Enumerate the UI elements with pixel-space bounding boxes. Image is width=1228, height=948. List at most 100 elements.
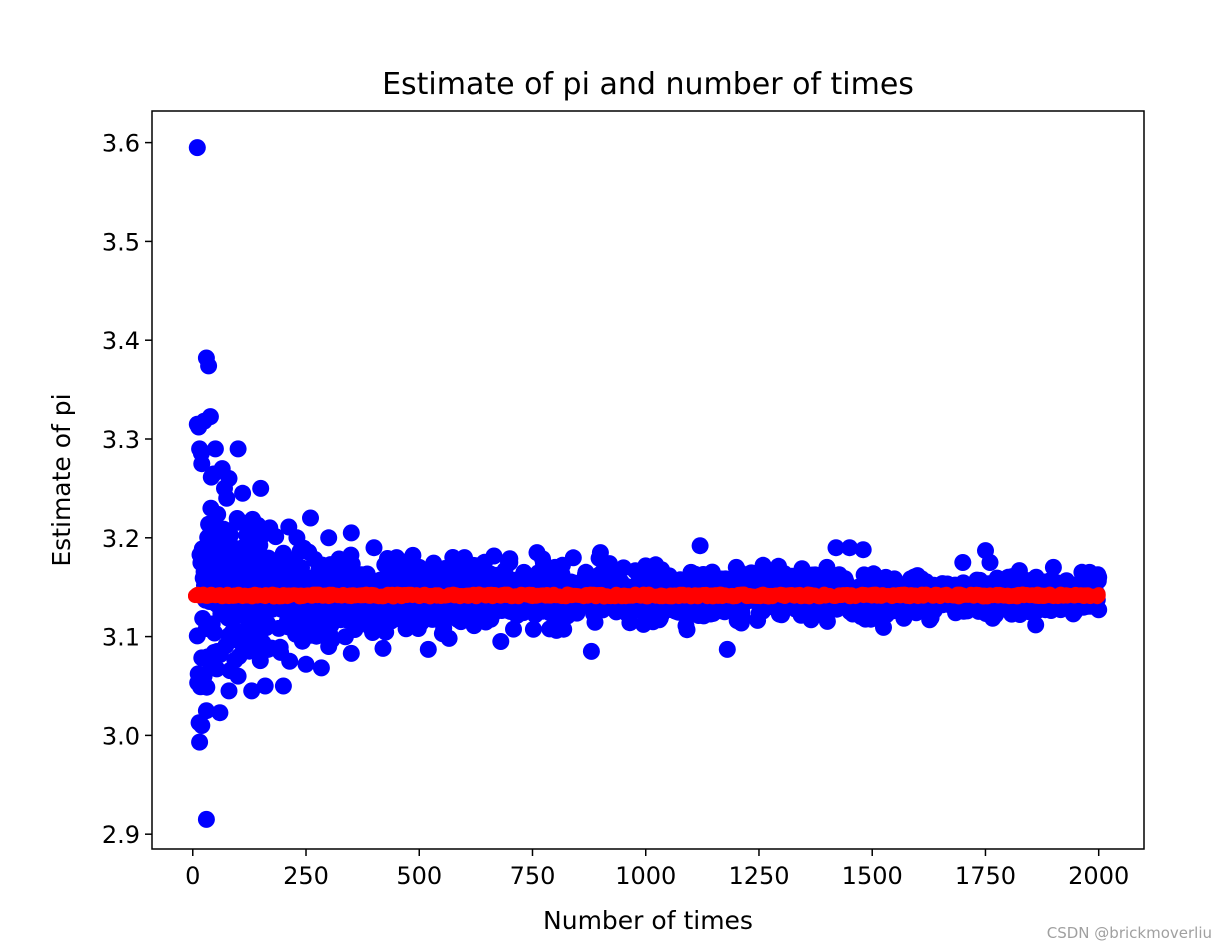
x-tick-label: 2000 (1068, 862, 1129, 890)
blue-point (252, 479, 270, 497)
blue-point (206, 624, 223, 642)
blue-point (909, 568, 926, 586)
red-point (480, 589, 495, 604)
blue-point (365, 539, 383, 557)
y-axis-ticks: 2.9 3.0 3.1 3.2 3.3 3.4 3.5 3.6 (102, 130, 152, 849)
blue-point (374, 639, 392, 657)
red-point (865, 589, 880, 604)
red-point (661, 589, 676, 604)
blue-point (225, 539, 242, 557)
red-point (502, 588, 517, 603)
blue-point (727, 558, 745, 576)
blue-point (505, 620, 522, 638)
red-point (525, 590, 540, 605)
blue-point (586, 613, 604, 631)
red-point (797, 588, 812, 603)
blue-point (564, 549, 582, 567)
blue-point (954, 554, 972, 571)
red-point (367, 589, 381, 604)
x-tick-label: 1250 (728, 862, 789, 890)
blue-point (1044, 558, 1062, 576)
blue-point (524, 620, 542, 638)
blue-point (211, 704, 229, 722)
blue-point (682, 563, 700, 581)
blue-point (718, 640, 736, 658)
red-series (188, 586, 1106, 605)
blue-point (591, 544, 609, 562)
blue-point (197, 810, 215, 828)
blue-point (195, 667, 213, 685)
red-point (616, 590, 631, 605)
blue-point (274, 677, 292, 695)
x-tick-label: 1750 (955, 862, 1016, 890)
blue-point (555, 620, 573, 638)
blue-point (637, 558, 655, 576)
blue-point (342, 644, 360, 662)
blue-point (854, 541, 872, 559)
blue-point (229, 440, 247, 458)
blue-point (501, 554, 519, 571)
blue-point (818, 558, 836, 576)
red-point (412, 590, 427, 605)
red-point (638, 588, 653, 603)
blue-point (863, 568, 881, 586)
y-tick-label: 2.9 (102, 821, 140, 849)
blue-point (773, 568, 791, 586)
blue-point (827, 539, 845, 557)
blue-point (193, 717, 211, 734)
blue-point (281, 652, 299, 670)
blue-point (320, 529, 338, 547)
x-tick-label: 0 (185, 862, 200, 890)
red-point (1091, 587, 1106, 602)
red-point (729, 590, 744, 605)
blue-point (691, 537, 709, 555)
blue-point (238, 549, 256, 567)
red-point (819, 589, 834, 604)
red-point (842, 590, 857, 605)
blue-point (191, 440, 209, 458)
y-tick-label: 3.4 (102, 327, 140, 355)
y-tick-label: 3.1 (102, 624, 140, 652)
red-point (389, 588, 404, 603)
blue-point (188, 139, 206, 157)
blue-point (188, 415, 206, 433)
blue-point (234, 484, 252, 502)
blue-point (256, 677, 274, 695)
blue-point (193, 455, 211, 473)
blue-point (229, 667, 247, 685)
blue-point (218, 489, 236, 507)
red-point (457, 588, 472, 603)
blue-point (220, 470, 238, 487)
red-point (933, 590, 948, 605)
red-point (548, 589, 563, 604)
red-point (434, 589, 449, 604)
blue-point (342, 524, 360, 542)
red-point (344, 588, 359, 603)
plot-frame (151, 110, 1145, 850)
blue-point (200, 357, 218, 375)
chart-title: Estimate of pi and number of times (382, 67, 914, 102)
blue-point (582, 642, 600, 660)
blue-point (981, 554, 999, 571)
blue-point (528, 544, 546, 562)
y-axis-label: Estimate of pi (47, 393, 76, 566)
red-point (1001, 588, 1016, 603)
blue-point (388, 549, 406, 567)
y-tick-label: 3.2 (102, 525, 140, 553)
y-tick-label: 3.6 (102, 130, 140, 158)
blue-point (1081, 563, 1099, 581)
blue-point (243, 529, 261, 547)
x-tick-label: 1500 (842, 862, 903, 890)
y-tick-label: 3.0 (102, 722, 140, 750)
blue-point (678, 621, 696, 639)
blue-point (485, 547, 503, 565)
red-point (706, 589, 721, 604)
blue-point (546, 558, 564, 576)
y-tick-label: 3.5 (102, 228, 140, 256)
blue-point (206, 440, 224, 458)
red-point (299, 589, 313, 604)
red-point (774, 589, 789, 604)
x-tick-label: 1000 (615, 862, 676, 890)
blue-point (320, 638, 338, 655)
